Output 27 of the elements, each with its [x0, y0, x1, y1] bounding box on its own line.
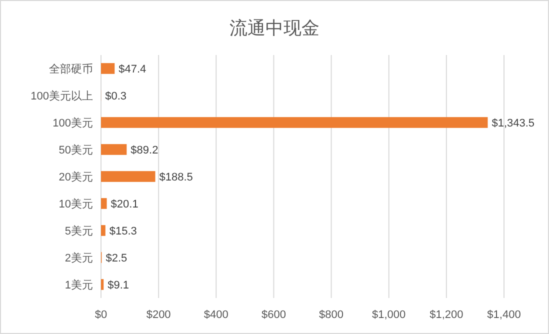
data-label: $20.1 [110, 198, 138, 210]
y-tick-label: 1美元 [64, 278, 93, 292]
x-tick-label: $800 [319, 309, 344, 321]
y-tick-label: 2美元 [64, 252, 93, 264]
x-tick-label: $600 [261, 309, 286, 321]
y-tick-label: 20美元 [58, 170, 93, 184]
x-tick-label: $400 [204, 309, 228, 321]
x-tick-label: $1,200 [430, 309, 464, 321]
data-label: $1,343.5 [492, 118, 535, 130]
x-tick-label: $200 [146, 309, 171, 321]
data-label: $15.3 [109, 226, 137, 238]
data-label: $2.5 [106, 252, 128, 264]
y-tick-label: 100美元以上 [30, 90, 93, 102]
data-label: $89.2 [130, 144, 158, 156]
y-tick-label: 10美元 [58, 198, 93, 210]
data-label: $0.3 [105, 90, 127, 102]
x-tick-label: $1,000 [372, 309, 406, 321]
y-tick-label: 100美元 [52, 116, 93, 130]
title: 流通中现金 [230, 18, 320, 38]
data-label: $47.4 [118, 64, 146, 76]
x-tick-label: $1,400 [487, 309, 521, 321]
data-label: $9.1 [108, 280, 130, 292]
y-tick-label: 全部硬币 [49, 62, 93, 76]
x-tick-label: $0 [94, 309, 108, 321]
y-tick-label: 50美元 [58, 144, 93, 156]
data-label: $188.5 [159, 172, 193, 184]
y-tick-label: 5美元 [64, 224, 93, 238]
